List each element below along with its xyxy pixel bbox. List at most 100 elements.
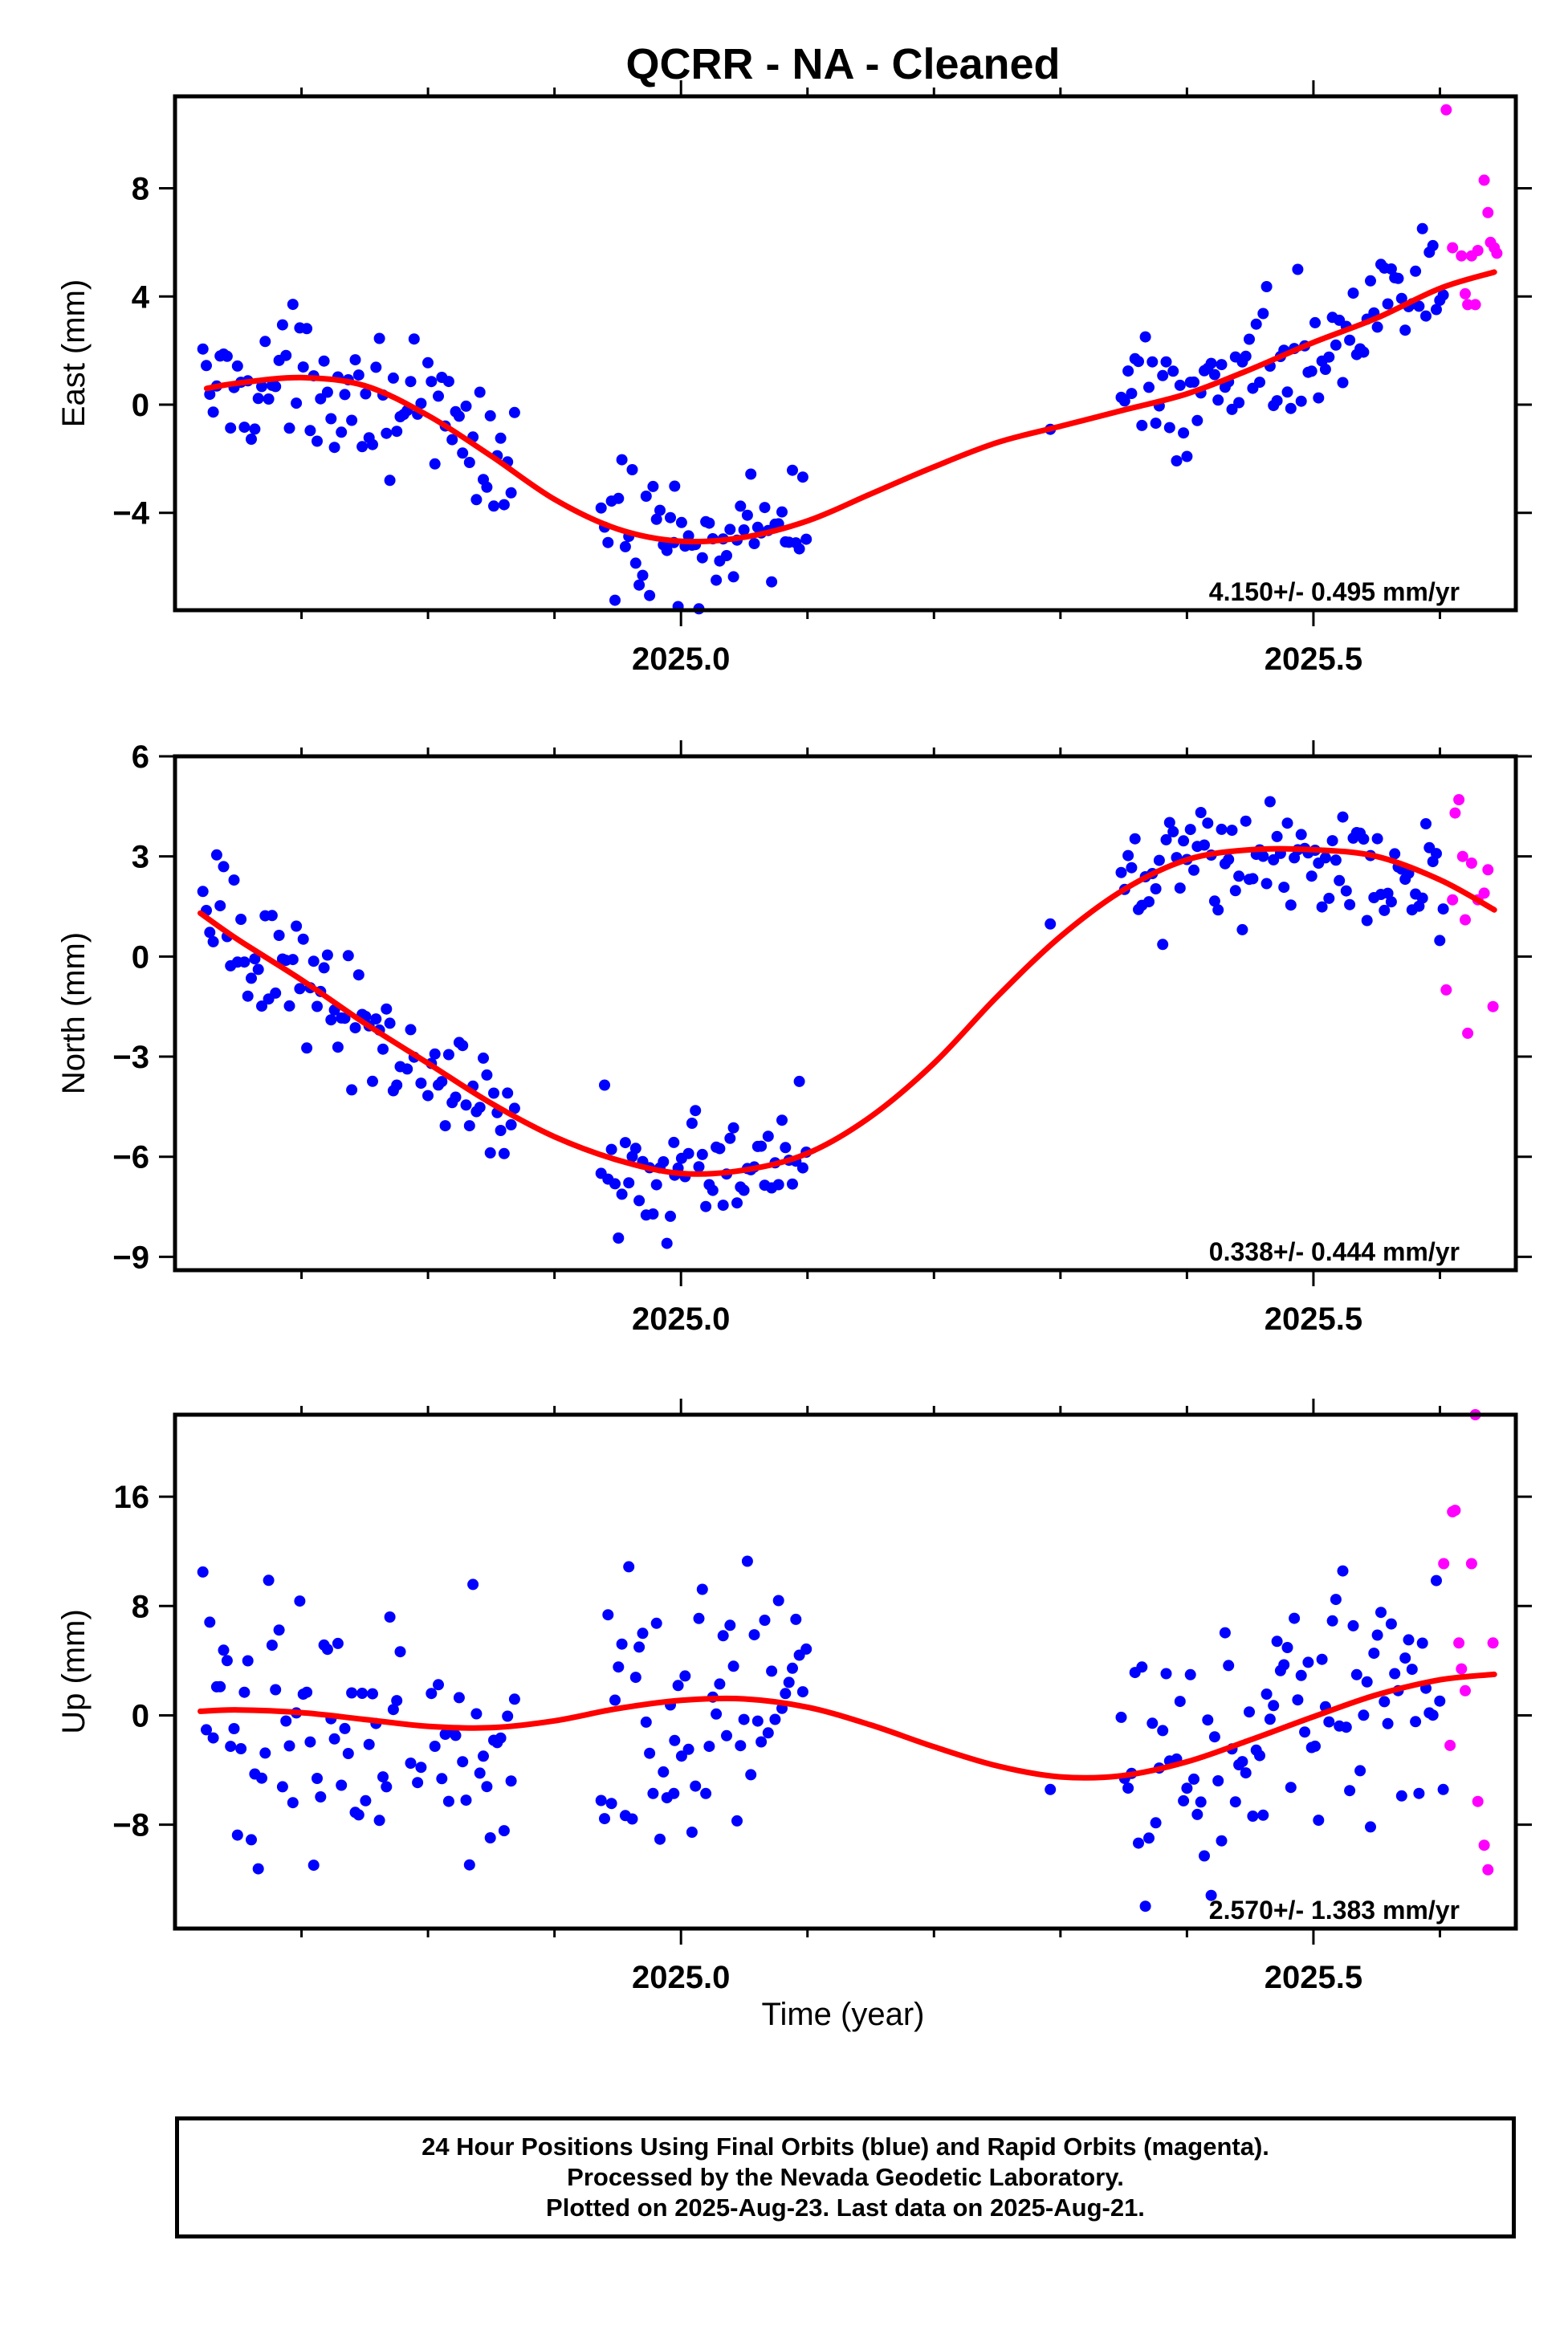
- final-point: [474, 386, 486, 398]
- final-point: [1281, 386, 1293, 398]
- final-point: [721, 1729, 732, 1741]
- final-point: [616, 1638, 628, 1650]
- final-point: [1281, 1642, 1293, 1653]
- rapid-point: [1465, 1558, 1477, 1570]
- final-point: [460, 1099, 472, 1111]
- final-point: [422, 1090, 434, 1102]
- final-point: [1413, 300, 1425, 312]
- final-point: [283, 1740, 295, 1752]
- final-point: [1375, 1607, 1387, 1619]
- final-point: [1118, 395, 1130, 407]
- final-point: [1115, 866, 1127, 878]
- final-point: [470, 494, 483, 506]
- final-point: [1202, 1714, 1214, 1726]
- final-point: [470, 1708, 483, 1720]
- final-point: [1208, 369, 1220, 381]
- final-point: [1427, 1709, 1439, 1721]
- final-point: [738, 524, 750, 536]
- final-point: [415, 1762, 427, 1774]
- final-point: [787, 1662, 798, 1674]
- final-point: [1150, 1817, 1162, 1829]
- final-point: [429, 458, 441, 470]
- final-point: [1247, 1811, 1259, 1822]
- rapid-point: [1453, 794, 1465, 805]
- final-point: [1437, 903, 1449, 915]
- final-point: [1389, 1668, 1401, 1680]
- final-point: [270, 381, 282, 393]
- final-point: [1160, 1668, 1172, 1680]
- y-axis-label: East (mm): [56, 279, 92, 427]
- final-point: [741, 1555, 753, 1567]
- final-point: [650, 1617, 662, 1629]
- final-point: [246, 434, 257, 445]
- chart-title: QCRR - NA - Cleaned: [625, 40, 1060, 88]
- y-tick-label: −6: [112, 1140, 149, 1175]
- y-tick-label: 0: [132, 388, 149, 423]
- final-point: [669, 1734, 681, 1746]
- final-point: [307, 955, 320, 967]
- final-point: [367, 1688, 378, 1700]
- final-point: [478, 1750, 489, 1762]
- final-point: [235, 1743, 247, 1754]
- final-point: [304, 1736, 316, 1748]
- final-point: [1316, 1653, 1328, 1665]
- final-point: [629, 557, 641, 569]
- final-point: [336, 1779, 348, 1791]
- final-point: [1371, 321, 1383, 333]
- final-point: [488, 500, 499, 512]
- x-axis-label: Time (year): [762, 1997, 925, 2032]
- final-point: [1437, 1783, 1449, 1795]
- final-point: [370, 361, 382, 373]
- footer-line-1: 24 Hour Positions Using Final Orbits (bl…: [422, 2132, 1269, 2161]
- final-point: [1285, 1782, 1297, 1794]
- final-point: [1174, 1696, 1186, 1708]
- final-point: [1361, 1676, 1373, 1688]
- final-point: [1281, 817, 1293, 829]
- final-point: [263, 393, 275, 405]
- rapid-point: [1469, 299, 1481, 311]
- plot-frame: [173, 1412, 1518, 1931]
- final-point: [675, 516, 687, 528]
- final-point: [661, 1237, 673, 1249]
- final-point: [637, 569, 649, 581]
- final-point: [228, 874, 240, 886]
- rapid-point: [1460, 914, 1471, 926]
- final-point: [339, 389, 351, 401]
- final-point: [249, 423, 261, 435]
- final-point: [204, 927, 216, 939]
- final-point: [1226, 825, 1238, 837]
- final-point: [259, 336, 271, 348]
- final-point: [1434, 1695, 1446, 1707]
- rapid-point: [1453, 1637, 1465, 1649]
- final-point: [318, 355, 330, 367]
- final-point: [481, 1781, 493, 1793]
- final-point: [1178, 1794, 1190, 1807]
- final-point: [433, 1679, 444, 1691]
- final-point: [644, 1747, 656, 1759]
- final-point: [225, 422, 237, 434]
- final-point: [711, 1708, 723, 1720]
- final-point: [1216, 1835, 1228, 1847]
- final-point: [738, 1713, 750, 1725]
- final-point: [1285, 899, 1297, 911]
- final-point: [429, 1741, 441, 1752]
- final-point: [360, 388, 372, 400]
- final-point: [1326, 1615, 1338, 1627]
- final-point: [256, 1772, 267, 1784]
- final-point: [772, 1595, 784, 1607]
- final-point: [1226, 403, 1238, 415]
- final-point: [495, 1125, 507, 1136]
- final-point: [460, 400, 472, 412]
- final-point: [1188, 864, 1199, 876]
- final-point: [640, 491, 652, 502]
- final-point: [629, 1143, 641, 1155]
- final-point: [367, 1075, 378, 1087]
- final-point: [1261, 878, 1273, 890]
- final-point: [1358, 833, 1370, 845]
- final-point: [384, 1611, 396, 1623]
- final-point: [637, 1627, 649, 1640]
- final-point: [1323, 1716, 1335, 1728]
- final-point: [457, 447, 469, 459]
- final-point: [467, 1578, 479, 1591]
